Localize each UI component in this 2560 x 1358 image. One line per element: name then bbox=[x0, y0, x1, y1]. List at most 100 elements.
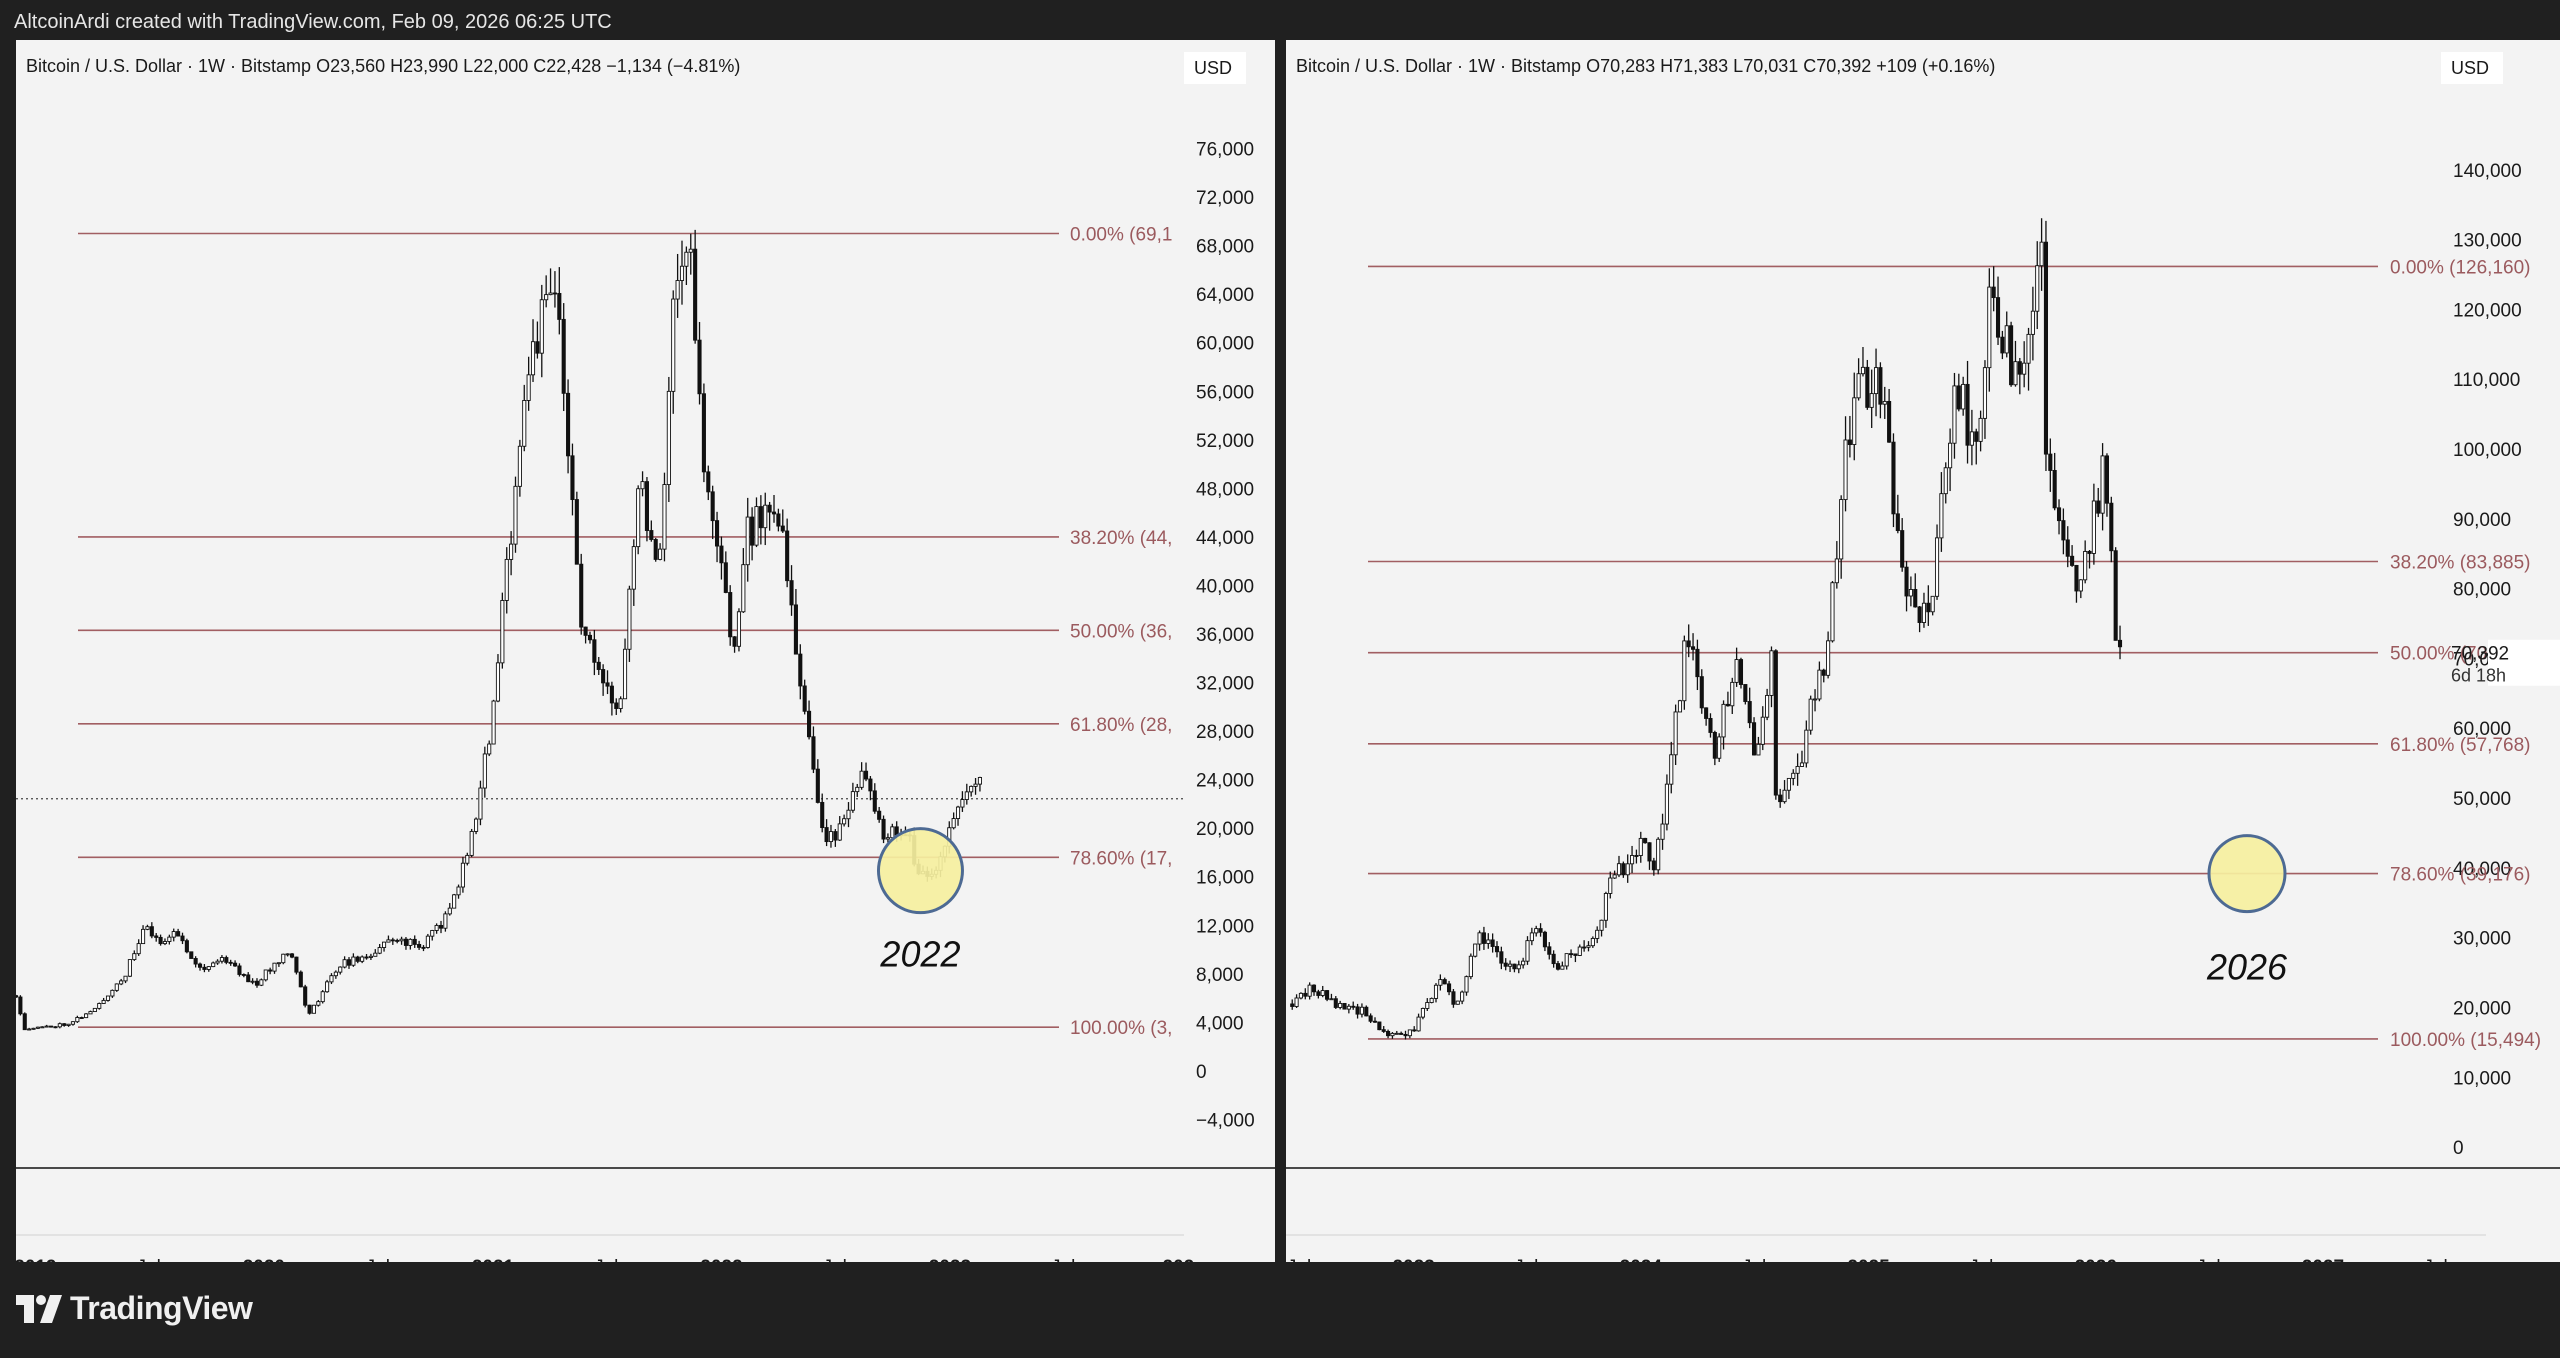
candle-body bbox=[268, 969, 273, 972]
candle-body bbox=[802, 685, 807, 712]
candle-body bbox=[368, 955, 373, 958]
candle-body bbox=[1638, 837, 1643, 856]
candle-body bbox=[1486, 939, 1491, 944]
x-tick-label: Jul bbox=[366, 1257, 390, 1262]
candle-body bbox=[1582, 946, 1587, 949]
candle-body bbox=[1307, 984, 1312, 997]
candle-body bbox=[627, 588, 632, 650]
candle-body bbox=[1555, 963, 1561, 970]
candle-body bbox=[1468, 955, 1473, 978]
y-tick-label: 100,000 bbox=[2453, 440, 2522, 461]
fib-level-label: 38.20% (44, bbox=[1070, 528, 1172, 549]
candle-body bbox=[653, 539, 658, 560]
candle-body bbox=[1873, 367, 1879, 395]
candle-body bbox=[228, 961, 233, 964]
candle-body bbox=[44, 1025, 49, 1028]
candle-body bbox=[1756, 743, 1761, 756]
candle-body bbox=[1351, 1005, 1356, 1008]
candle-body bbox=[1939, 493, 1944, 539]
candle-body bbox=[1778, 794, 1783, 803]
candle-body bbox=[544, 294, 549, 301]
candle-body bbox=[1804, 729, 1809, 764]
chart-panel-left[interactable]: Bitcoin / U.S. Dollar · 1W · Bitstamp O2… bbox=[16, 40, 1291, 1262]
candle-body bbox=[443, 913, 448, 929]
candle-body bbox=[66, 1023, 71, 1026]
tradingview-logo[interactable]: TradingView bbox=[16, 1290, 253, 1327]
candle-body bbox=[219, 957, 224, 962]
candle-body bbox=[1869, 393, 1874, 408]
candle-body bbox=[35, 1026, 40, 1029]
candle-body bbox=[1664, 783, 1669, 825]
y-tick-label: 24,000 bbox=[1196, 771, 1254, 792]
y-tick-label: 8,000 bbox=[1196, 965, 1244, 986]
candle-body bbox=[434, 924, 439, 931]
candle-body bbox=[386, 939, 391, 943]
candle-body bbox=[1333, 998, 1338, 1008]
y-tick-label: 40,000 bbox=[2453, 859, 2511, 880]
candle-body bbox=[1730, 681, 1735, 707]
candle-body bbox=[1734, 659, 1739, 683]
candle-body bbox=[758, 506, 763, 529]
candle-body bbox=[2070, 555, 2075, 566]
candle-body bbox=[1860, 366, 1866, 375]
candle-body bbox=[820, 801, 825, 829]
candle-body bbox=[1791, 772, 1796, 779]
candle-body bbox=[1747, 701, 1752, 724]
candle-body bbox=[1394, 1032, 1399, 1035]
chart-svg-left[interactable]: Bitcoin / U.S. Dollar · 1W · Bitstamp O2… bbox=[16, 40, 1291, 1262]
candle-body bbox=[22, 1013, 27, 1031]
candle-body bbox=[1595, 929, 1600, 939]
candle-body bbox=[1847, 439, 1852, 446]
chart-svg-right[interactable]: Bitcoin / U.S. Dollar · 1W · Bitstamp O7… bbox=[1286, 40, 2560, 1262]
candle-body bbox=[298, 971, 303, 988]
y-tick-label: 76,000 bbox=[1196, 140, 1254, 161]
y-tick-label: 16,000 bbox=[1196, 868, 1254, 889]
candle-body bbox=[215, 960, 220, 964]
candle-body bbox=[158, 936, 163, 945]
candle-body bbox=[561, 318, 566, 394]
candle-body bbox=[662, 484, 667, 550]
candle-body bbox=[1843, 439, 1848, 501]
candle-body bbox=[338, 966, 343, 973]
candle-body bbox=[495, 662, 501, 702]
candle-body bbox=[1738, 659, 1744, 685]
candle-body bbox=[863, 770, 869, 780]
x-tick-label: Jul bbox=[1742, 1257, 1766, 1262]
candle-body bbox=[316, 1001, 321, 1006]
candle-body bbox=[197, 963, 203, 968]
currency-box[interactable] bbox=[2441, 52, 2503, 84]
candle-body bbox=[679, 265, 685, 281]
x-tick-label: 2023 bbox=[1392, 1257, 1434, 1262]
candle-body bbox=[1974, 431, 1979, 442]
candle-body bbox=[1952, 385, 1957, 444]
y-tick-label: 110,000 bbox=[2453, 370, 2520, 391]
candle-body bbox=[276, 962, 281, 965]
candle-body bbox=[2083, 551, 2088, 581]
candle-body bbox=[1503, 962, 1508, 967]
candle-body bbox=[890, 826, 895, 839]
candle-body bbox=[355, 956, 360, 962]
candle-body bbox=[675, 280, 680, 300]
candle-body bbox=[1481, 932, 1486, 944]
fib-level-label: 100.00% (15,494) bbox=[2390, 1030, 2541, 1051]
candle-body bbox=[1551, 953, 1556, 965]
candle-body bbox=[53, 1026, 58, 1029]
candle-body bbox=[1359, 1006, 1364, 1015]
candle-body bbox=[539, 299, 544, 354]
candle-body bbox=[1712, 731, 1717, 759]
candle-body bbox=[2013, 361, 2018, 386]
candle-body bbox=[1891, 441, 1896, 515]
candle-body bbox=[79, 1017, 84, 1019]
chart-panel-right[interactable]: Bitcoin / U.S. Dollar · 1W · Bitstamp O7… bbox=[1286, 40, 2560, 1262]
candle-body bbox=[1904, 566, 1909, 597]
candle-body bbox=[658, 548, 663, 560]
candle-body bbox=[1460, 991, 1465, 1002]
candle-body bbox=[1403, 1033, 1408, 1037]
candle-body bbox=[1878, 367, 1883, 405]
candle-body bbox=[1603, 893, 1608, 921]
candle-body bbox=[807, 710, 812, 738]
panel-divider[interactable] bbox=[1275, 40, 1286, 1262]
currency-box[interactable] bbox=[1184, 52, 1246, 84]
candle-body bbox=[955, 806, 961, 819]
fib-level-label: 61.80% (28, bbox=[1070, 715, 1172, 736]
